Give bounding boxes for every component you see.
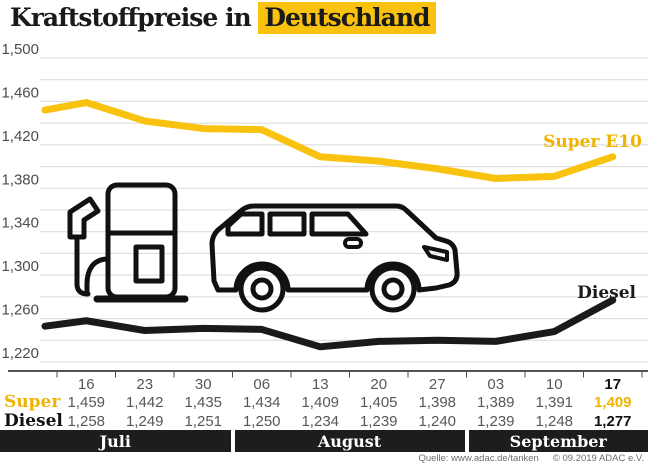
diesel-line <box>41 296 617 351</box>
y-axis-tick-label: 1,460 <box>1 84 39 101</box>
diesel-value-cell: 1,250 <box>242 413 281 430</box>
y-axis-tick-label: 1,300 <box>1 258 39 275</box>
day-cell: 16 <box>77 375 95 393</box>
day-cell: 20 <box>370 375 388 393</box>
diesel-value-cell: 1,249 <box>125 413 164 430</box>
day-cell: 30 <box>194 375 212 393</box>
y-axis-tick-label: 1,220 <box>1 345 39 362</box>
diesel-value-cell: 1,239 <box>359 413 398 430</box>
month-bars: Juli August September <box>0 430 650 452</box>
day-cell: 27 <box>428 375 446 393</box>
price-chart: 1,500 1,460 1,420 1,380 1,340 1,300 1,260 1,220… <box>1 44 648 378</box>
day-cell: 03 <box>487 375 505 393</box>
day-header-row: 16 23 30 06 13 20 27 03 10 17 <box>0 375 650 393</box>
diesel-row-label: Diesel <box>4 411 63 431</box>
super-value-cell: 1,398 <box>418 394 457 411</box>
y-axis-tick-label: 1,380 <box>1 171 39 188</box>
super-value-cell: 1,435 <box>184 394 223 411</box>
super-price-row: Super 1,459 1,442 1,435 1,434 1,409 1,405 1,398… <box>0 393 650 412</box>
series-lines <box>41 99 617 351</box>
day-cell: 23 <box>136 375 154 393</box>
super-e10-label: Super E10 <box>543 132 642 152</box>
car-icon <box>209 203 460 313</box>
y-axis-tick-label: 1,260 <box>1 302 39 319</box>
month-bar-september: September <box>468 430 648 452</box>
month-bar-juli: Juli <box>0 430 231 452</box>
diesel-value-cell: 1,239 <box>476 413 515 430</box>
y-axis-tick-label: 1,500 <box>1 44 39 58</box>
day-cell: 06 <box>253 375 271 393</box>
x-axis <box>8 370 648 378</box>
super-value-cell: 1,459 <box>67 394 106 411</box>
super-e10-line <box>41 99 617 183</box>
super-value-cell: 1,409 <box>593 394 632 411</box>
super-row-label: Super <box>4 392 61 412</box>
series-labels: Super E10 Diesel <box>543 132 642 303</box>
super-value-cell: 1,409 <box>301 394 340 411</box>
super-value-cell: 1,442 <box>125 394 164 411</box>
source-line: Quelle: www.adac.de/tanken © 09.2019 ADA… <box>418 453 644 464</box>
diesel-value-cell: 1,248 <box>535 413 574 430</box>
copyright-text: © 09.2019 ADAC e.V. <box>552 453 644 464</box>
diesel-label: Diesel <box>577 283 636 303</box>
y-axis-tick-label: 1,420 <box>1 128 39 145</box>
y-axis-labels: 1,500 1,460 1,420 1,380 1,340 1,300 1,260 1,220 <box>1 44 39 362</box>
title-highlight: Deutschland <box>258 2 437 34</box>
super-value-cell: 1,405 <box>359 394 398 411</box>
gridlines <box>40 57 648 363</box>
diesel-value-cell: 1,234 <box>301 413 340 430</box>
page-title: Kraftstoffpreise in Deutschland <box>10 2 437 34</box>
diesel-value-cell: 1,251 <box>184 413 223 430</box>
day-cell: 10 <box>545 375 563 393</box>
title-prefix: Kraftstoffpreise in <box>10 3 252 32</box>
super-value-cell: 1,391 <box>535 394 574 411</box>
y-axis-tick-label: 1,340 <box>1 215 39 232</box>
day-cell: 13 <box>311 375 329 393</box>
day-cell: 17 <box>604 375 622 393</box>
super-value-cell: 1,434 <box>242 394 281 411</box>
diesel-value-cell: 1,277 <box>593 413 632 430</box>
diesel-value-cell: 1,240 <box>418 413 457 430</box>
fuel-pump-icon <box>67 182 189 303</box>
diesel-price-row: Diesel 1,258 1,249 1,251 1,250 1,234 1,239 1,24… <box>0 412 650 431</box>
diesel-value-cell: 1,258 <box>67 413 106 430</box>
month-bar-august: August <box>234 430 465 452</box>
source-text: Quelle: www.adac.de/tanken <box>418 453 539 464</box>
super-value-cell: 1,389 <box>476 394 515 411</box>
